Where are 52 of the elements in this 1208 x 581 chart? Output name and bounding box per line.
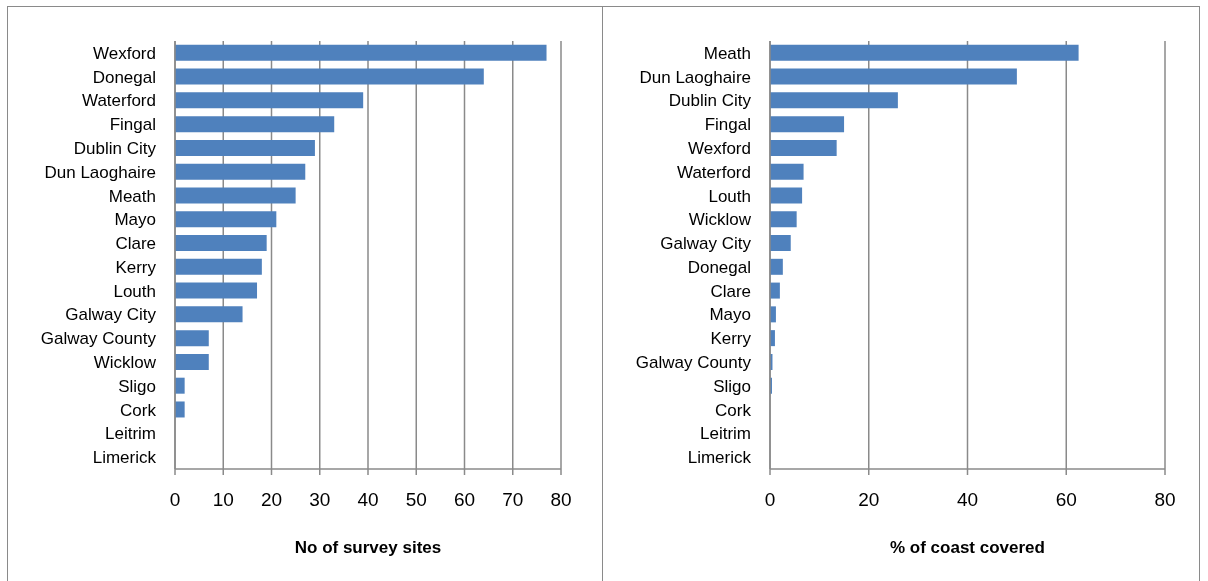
y-tick-label: Leitrim xyxy=(104,424,156,444)
x-tick-label: 60 xyxy=(453,489,476,511)
x-tick-label: 20 xyxy=(260,489,283,511)
x-tick-label: 60 xyxy=(1055,489,1077,511)
x-tick-label: 40 xyxy=(956,489,979,511)
y-tick-label: Sligo xyxy=(713,376,751,396)
y-tick-label: Wicklow xyxy=(93,353,157,373)
x-tick-label: 80 xyxy=(1154,489,1176,511)
y-tick-label: Waterford xyxy=(81,91,156,111)
y-tick-label: Cork xyxy=(715,400,752,420)
y-tick-label: Leitrim xyxy=(699,424,751,444)
y-tick-label: Dun Laoghaire xyxy=(639,67,751,87)
x-tick-label: 50 xyxy=(405,489,427,511)
x-tick-label: 10 xyxy=(212,489,234,511)
y-tick-label: Limerick xyxy=(687,448,752,468)
x-tick-label: 40 xyxy=(357,489,379,511)
y-tick-label: Donegal xyxy=(92,67,156,87)
y-tick-label: Wexford xyxy=(688,139,751,159)
y-tick-label: Meath xyxy=(108,186,156,206)
y-tick-label: Clare xyxy=(115,234,156,254)
y-tick-label: Fingal xyxy=(704,115,751,135)
y-tick-label: Mayo xyxy=(114,210,156,230)
x-tick-label: 80 xyxy=(550,489,572,511)
y-tick-label: Waterford xyxy=(676,162,751,182)
x-axis-title: % of coast covered xyxy=(890,538,1045,557)
y-tick-label: Louth xyxy=(113,281,156,301)
y-tick-label: Galway County xyxy=(40,329,157,349)
y-tick-label: Dublin City xyxy=(73,139,157,159)
y-tick-label: Dun Laoghaire xyxy=(44,162,156,182)
y-tick-label: Donegal xyxy=(687,257,751,277)
y-tick-label: Kerry xyxy=(710,329,752,349)
y-tick-label: Louth xyxy=(708,186,751,206)
y-tick-label: Limerick xyxy=(92,448,157,468)
y-tick-label: Mayo xyxy=(709,305,751,325)
x-tick-label: 0 xyxy=(764,489,776,511)
y-tick-label: Sligo xyxy=(118,376,156,396)
x-tick-label: 30 xyxy=(309,489,331,511)
y-tick-label: Wicklow xyxy=(688,210,752,230)
x-tick-label: 0 xyxy=(169,489,181,511)
y-tick-label: Galway City xyxy=(660,234,752,254)
x-tick-label: 20 xyxy=(858,489,880,511)
y-tick-label: Cork xyxy=(120,400,157,420)
y-tick-label: Galway City xyxy=(65,305,157,325)
x-tick-label: 70 xyxy=(502,489,524,511)
y-tick-label: Wexford xyxy=(93,43,156,63)
y-tick-label: Galway County xyxy=(635,353,752,373)
y-tick-label: Clare xyxy=(710,281,751,301)
y-tick-label: Dublin City xyxy=(668,91,752,111)
y-tick-label: Kerry xyxy=(115,257,157,277)
y-tick-label: Meath xyxy=(703,43,751,63)
y-tick-label: Fingal xyxy=(109,115,156,135)
x-axis-title: No of survey sites xyxy=(294,538,442,557)
